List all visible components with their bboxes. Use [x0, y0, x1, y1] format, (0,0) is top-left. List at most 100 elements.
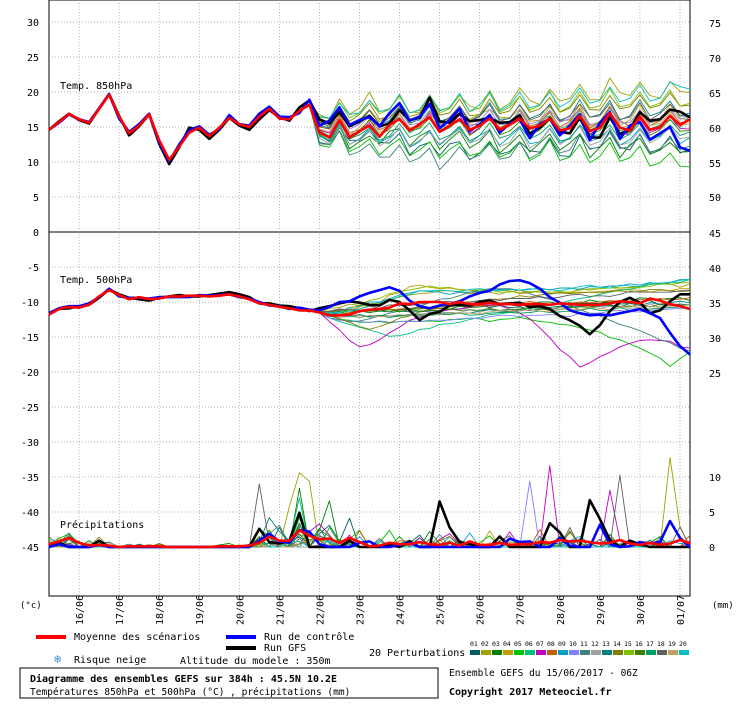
- left-tick-label: -5: [27, 263, 39, 274]
- legend: Moyenne des scénarios Run de contrôle Ru…: [36, 631, 689, 667]
- pert-legend-swatch: [503, 650, 513, 655]
- snow-flake-icon: ❄: [54, 652, 61, 666]
- legend-altitude: Altitude du modele : 350m: [180, 656, 331, 667]
- right-tick-label: 40: [709, 264, 721, 275]
- left-tick-label: 0: [33, 228, 39, 239]
- pert-legend-id: 16: [635, 640, 643, 648]
- y-unit-right: (mm): [712, 601, 734, 611]
- pert-legend-swatch: [668, 650, 678, 655]
- right-tick-label: 5: [709, 508, 715, 519]
- x-tick-label: 28/06: [556, 595, 567, 625]
- footer-title: Diagramme des ensembles GEFS sur 384h : …: [30, 673, 337, 685]
- pert-legend-id: 11: [580, 640, 588, 648]
- right-tick-label: 75: [709, 19, 721, 30]
- right-tick-label: 25: [709, 369, 721, 380]
- pert-legend-swatch: [525, 650, 535, 655]
- series-line: [48, 288, 691, 317]
- x-tick-label: 25/06: [436, 595, 447, 625]
- pert-legend-swatch: [679, 650, 689, 655]
- left-tick-label: -40: [21, 508, 39, 519]
- left-tick-label: -10: [21, 298, 39, 309]
- x-tick-label: 16/06: [75, 595, 86, 625]
- x-tick-label: 20/06: [235, 595, 246, 625]
- pert-legend-swatch: [591, 650, 601, 655]
- panel-label-850: Temp. 850hPa: [60, 81, 132, 92]
- right-tick-label: 50: [709, 193, 721, 204]
- left-tick-label: -15: [21, 333, 39, 344]
- left-tick-label: 10: [27, 158, 39, 169]
- pert-legend-swatch: [547, 650, 557, 655]
- left-tick-label: -35: [21, 473, 39, 484]
- pert-legend-id: 13: [602, 640, 610, 648]
- pert-legend-swatch: [613, 650, 623, 655]
- y-unit-left: (°c): [20, 601, 42, 611]
- pert-legend-swatch: [646, 650, 656, 655]
- pert-legend-id: 18: [657, 640, 665, 648]
- right-tick-label: 10: [709, 473, 721, 484]
- pert-legend-id: 06: [525, 640, 533, 648]
- pert-legend-id: 07: [536, 640, 544, 648]
- footer-run-info: Ensemble GEFS du 15/06/2017 - 06Z: [449, 668, 638, 679]
- series-line: [48, 456, 691, 548]
- left-tick-label: 5: [33, 193, 39, 204]
- left-tick-label: -25: [21, 403, 39, 414]
- pert-legend-swatch: [481, 650, 491, 655]
- legend-perturbations-label: 20 Perturbations: [369, 648, 465, 659]
- pert-legend-swatch: [536, 650, 546, 655]
- x-tick-label: 01/07: [676, 595, 687, 625]
- left-tick-label: -20: [21, 368, 39, 379]
- right-tick-label: 65: [709, 89, 721, 100]
- pert-legend-swatch: [492, 650, 502, 655]
- footer-subtitle: Températures 850hPa et 500hPa (°C) , pré…: [30, 687, 350, 698]
- x-tick-label: 19/06: [195, 595, 206, 625]
- pert-legend-swatch: [635, 650, 645, 655]
- x-tick-label: 17/06: [115, 595, 126, 625]
- pert-legend-swatch: [569, 650, 579, 655]
- left-tick-label: 15: [27, 123, 39, 134]
- right-tick-label: 0: [709, 543, 715, 554]
- right-tick-label: 30: [709, 334, 721, 345]
- right-tick-label: 55: [709, 159, 721, 170]
- pert-legend-id: 02: [481, 640, 489, 648]
- footer-box: [19, 667, 439, 699]
- right-tick-label: 70: [709, 54, 721, 65]
- right-tick-label: 45: [709, 229, 721, 240]
- legend-snow-label: Risque neige: [74, 655, 146, 666]
- left-tick-label: -30: [21, 438, 39, 449]
- series-line: [48, 528, 691, 549]
- x-tick-label: 23/06: [355, 595, 366, 625]
- pert-legend-id: 03: [492, 640, 500, 648]
- pert-legend-swatch: [657, 650, 667, 655]
- pert-legend-swatch: [602, 650, 612, 655]
- pert-legend-swatch: [514, 650, 524, 655]
- pert-legend-id: 09: [558, 640, 566, 648]
- legend-gfs-label: Run GFS: [264, 643, 306, 654]
- legend-control-label: Run de contrôle: [264, 631, 354, 643]
- left-tick-label: -45: [21, 543, 39, 554]
- right-tick-label: 35: [709, 299, 721, 310]
- x-tick-label: 29/06: [596, 595, 607, 625]
- panel-frame-bottom: [48, 231, 691, 597]
- panel-label-precip: Précipitations: [60, 519, 144, 531]
- x-tick-label: 18/06: [155, 595, 166, 625]
- series-line: [48, 289, 691, 367]
- left-tick-label: 20: [27, 88, 39, 99]
- series-line: [48, 81, 691, 162]
- pert-legend-id: 12: [591, 640, 599, 648]
- pert-legend-swatch: [470, 650, 480, 655]
- pert-legend-id: 15: [624, 640, 632, 648]
- x-tick-label: 22/06: [315, 595, 326, 625]
- footer-copyright: Copyright 2017 Meteociel.fr: [449, 686, 612, 698]
- pert-legend-id: 01: [470, 640, 478, 648]
- left-tick-label: 25: [27, 53, 39, 64]
- right-tick-label: 60: [709, 124, 721, 135]
- left-tick-label: 30: [27, 18, 39, 29]
- pert-legend-id: 05: [514, 640, 522, 648]
- pert-legend-id: 10: [569, 640, 577, 648]
- pert-legend-swatch: [558, 650, 568, 655]
- x-tick-label: 24/06: [396, 595, 407, 625]
- x-tick-label: 30/06: [636, 595, 647, 625]
- panel-label-500: Temp. 500hPa: [60, 275, 132, 286]
